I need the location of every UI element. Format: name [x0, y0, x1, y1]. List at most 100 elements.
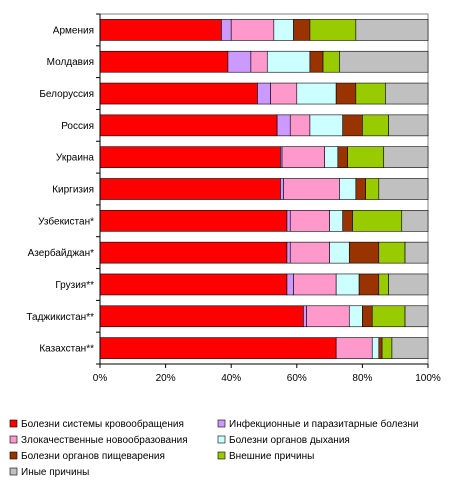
legend-label: Иные причины — [21, 467, 89, 478]
bar-segment — [348, 305, 363, 328]
bar-segment — [347, 146, 385, 168]
x-tick-label: 60% — [287, 373, 307, 384]
bar-segment — [306, 305, 350, 328]
bar-segment — [378, 273, 389, 296]
bar-segment — [227, 50, 252, 73]
category-label: Грузия** — [55, 280, 94, 291]
bar-segment — [99, 305, 304, 328]
bar-segment — [309, 50, 324, 73]
bar-segment — [383, 146, 429, 168]
bar-segment — [230, 19, 275, 41]
bar-segment — [335, 273, 360, 296]
bar-segment — [283, 178, 340, 200]
bar-segment — [99, 114, 278, 137]
legend-label: Болезни органов пищеварения — [21, 451, 165, 462]
bar-segment — [309, 114, 344, 137]
bar-segment — [99, 146, 281, 168]
legend-swatch — [217, 435, 226, 444]
bar-segment — [401, 210, 429, 232]
bar-segment — [391, 337, 429, 359]
bar-segment — [289, 210, 330, 232]
bar-segment — [286, 273, 294, 296]
x-tick-label: 40% — [221, 373, 241, 384]
bar-segment — [99, 241, 288, 264]
x-tick-label: 0% — [93, 373, 108, 384]
bar-segment — [371, 305, 406, 328]
legend-label: Болезни системы кровообращения — [21, 418, 184, 430]
bar-segment — [352, 210, 403, 232]
bar-segment — [286, 241, 291, 264]
legend-swatch — [9, 419, 18, 428]
bar-segment — [342, 114, 363, 137]
category-label: Белоруссия — [39, 89, 94, 100]
bar-segment — [388, 273, 429, 296]
x-tick-label: 100% — [415, 373, 441, 384]
bar-segment — [309, 19, 357, 41]
bar-segment — [337, 146, 348, 168]
category-label: Молдавия — [47, 57, 94, 68]
bar-segment — [276, 114, 291, 137]
legend-label: Злокачественные новообразования — [21, 434, 188, 446]
legend-label: Инфекционные и паразитарные болезни — [229, 418, 418, 430]
bar-segment — [378, 178, 429, 200]
bar-segment — [355, 178, 366, 200]
bar-segment — [355, 19, 429, 41]
bar-segment — [289, 114, 311, 137]
x-tick-label: 20% — [156, 373, 176, 384]
bar-segment — [371, 337, 380, 359]
legend-label: Болезни органов дыхания — [229, 435, 350, 446]
bar-segment — [381, 337, 393, 359]
category-label: Узбекистан* — [38, 215, 94, 227]
bar-segment — [329, 210, 344, 232]
bar-segment — [339, 178, 357, 200]
bar-segment — [99, 273, 288, 296]
legend-swatch — [9, 451, 18, 460]
bar-segment — [355, 82, 386, 105]
bar-segment — [270, 82, 298, 105]
bar-segment — [339, 50, 429, 73]
bar-segment — [99, 337, 337, 359]
bar-segment — [378, 337, 383, 359]
bar-segment — [335, 337, 373, 359]
bar-segment — [286, 210, 291, 232]
bar-segment — [362, 114, 389, 137]
bar-segment — [404, 241, 429, 264]
bar-segment — [293, 273, 337, 296]
bar-segment — [358, 273, 380, 296]
bar-segment — [329, 241, 350, 264]
bar-segment — [293, 19, 311, 41]
category-label: Армения — [53, 25, 94, 36]
legend-swatch — [217, 419, 226, 428]
x-tick-label: 80% — [352, 373, 372, 384]
bar-segment — [281, 146, 325, 168]
bar-segment — [250, 50, 268, 73]
category-label: Россия — [61, 121, 94, 132]
bar-segment — [365, 178, 380, 200]
bar-segment — [273, 19, 294, 41]
bar-segment — [362, 305, 373, 328]
category-label: Киргизия — [52, 185, 94, 196]
bar-segment — [388, 114, 429, 137]
bar-segment — [335, 82, 357, 105]
bar-segment — [99, 19, 222, 41]
bar-segment — [348, 241, 380, 264]
bar-segment — [99, 82, 258, 105]
bar-segment — [289, 241, 330, 264]
bar-segment — [99, 178, 281, 200]
bar-segment — [280, 178, 284, 200]
bar-segment — [221, 19, 232, 41]
legend-swatch — [217, 451, 226, 460]
legend-swatch — [9, 467, 18, 476]
bar-segment — [324, 146, 339, 168]
bar-segment — [385, 82, 429, 105]
bar-segment — [266, 50, 311, 73]
bar-segment — [257, 82, 271, 105]
bar-segment — [99, 50, 229, 73]
category-label: Украина — [56, 153, 95, 164]
legend-swatch — [9, 435, 18, 444]
bar-segment — [342, 210, 353, 232]
bar-segment — [378, 241, 406, 264]
bar-segment — [99, 210, 288, 232]
